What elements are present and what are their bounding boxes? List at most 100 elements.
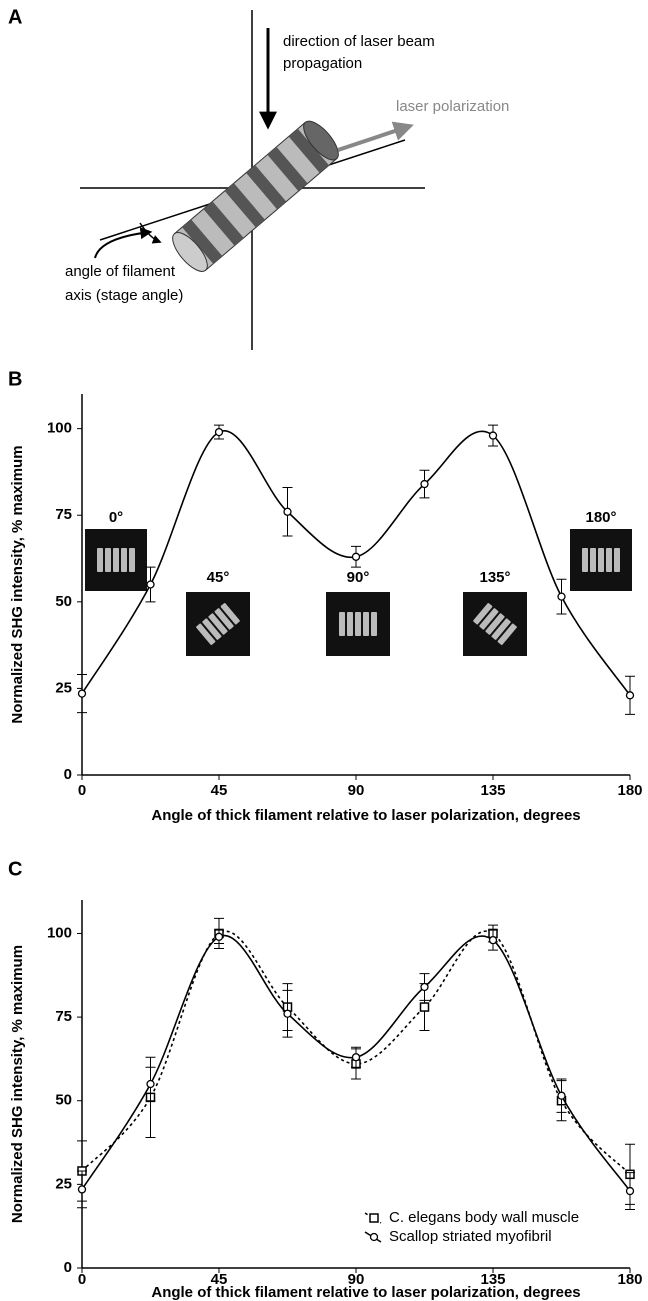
x-tick-label: 135 [480, 1271, 505, 1288]
inset-bands [339, 612, 377, 636]
legend-marker [369, 1232, 379, 1242]
data-point [214, 427, 224, 437]
inset-band [214, 608, 234, 630]
y-axis-title: Normalized SHG intensity, % maximum [9, 445, 26, 723]
inset-image [186, 592, 250, 656]
y-tick-label: 25 [55, 1175, 72, 1192]
data-point [488, 431, 498, 440]
legend-marker [369, 1213, 379, 1223]
inset-band [105, 548, 111, 572]
y-tick-label: 100 [47, 420, 72, 437]
y-tick-label: 0 [64, 1259, 72, 1276]
inset-band [355, 612, 361, 636]
inset-band [485, 613, 505, 635]
inset-band [491, 618, 511, 640]
inset-band [614, 548, 620, 572]
annotation: 0° [109, 509, 123, 526]
inset-band [473, 603, 493, 625]
y-tick-label: 50 [55, 1092, 72, 1109]
inset-band [129, 548, 135, 572]
data-point [214, 932, 224, 941]
data-point [351, 1053, 361, 1062]
data-point [283, 1009, 292, 1018]
y-tick-label: 25 [55, 679, 72, 696]
inset-band [590, 548, 596, 572]
inset-band [347, 612, 353, 636]
inset-image [570, 529, 632, 591]
polarization-label: laser polarization [396, 98, 509, 115]
filament [172, 120, 339, 272]
inset-band [363, 612, 369, 636]
inset-band [497, 623, 517, 645]
inset-band [371, 612, 377, 636]
x-tick-label: 180 [617, 1271, 642, 1288]
inset-band [220, 603, 240, 625]
angle-label: axis (stage angle) [65, 287, 183, 304]
data-point [625, 1186, 635, 1196]
inset-band [598, 548, 604, 572]
inset-bands [196, 603, 240, 645]
x-tick-label: 0 [78, 782, 86, 799]
inset-bands [582, 548, 620, 572]
data-point [557, 592, 566, 601]
y-tick-label: 50 [55, 593, 72, 610]
data-point [419, 1002, 430, 1012]
beam-label: propagation [283, 55, 362, 72]
inset-image [85, 529, 147, 591]
beam-label: direction of laser beam [283, 33, 435, 50]
annotation: 45° [207, 569, 230, 586]
x-axis-title: Angle of thick filament relative to lase… [151, 807, 580, 824]
angle-label: angle of filament [65, 263, 176, 280]
data-point [557, 1091, 566, 1100]
inset-band [202, 618, 222, 640]
y-axis-title: Normalized SHG intensity, % maximum [9, 945, 26, 1223]
x-axis-title: Angle of thick filament relative to lase… [151, 1284, 580, 1301]
data-point [420, 982, 429, 992]
data-point [146, 580, 155, 589]
inset-band [121, 548, 127, 572]
x-tick-label: 90 [348, 1271, 365, 1288]
data-point [488, 935, 498, 945]
inset-image [326, 592, 390, 656]
diagram: direction of laser beam propagation lase… [65, 10, 509, 350]
inset-band [606, 548, 612, 572]
x-tick-label: 180 [617, 782, 642, 799]
panel-label: C [8, 858, 22, 880]
inset-band [339, 612, 345, 636]
inset-bands [97, 548, 135, 572]
legend-label: Scallop striated myofibril [389, 1228, 552, 1245]
x-tick-label: 135 [480, 782, 505, 799]
legend-label: C. elegans body wall muscle [389, 1209, 579, 1226]
inset-image [463, 592, 527, 656]
y-tick-label: 75 [55, 1008, 72, 1025]
x-tick-label: 45 [211, 782, 228, 799]
data-point [77, 689, 87, 698]
annotation: 180° [585, 509, 616, 526]
data-point [420, 479, 429, 489]
angle-arrow [94, 227, 153, 259]
x-tick-label: 45 [211, 1271, 228, 1288]
y-tick-label: 0 [64, 766, 72, 783]
inset-band [196, 623, 216, 645]
data-point [283, 507, 292, 516]
data-point [146, 1079, 155, 1089]
inset-bands [473, 603, 517, 645]
inset-band [113, 548, 119, 572]
y-tick-label: 100 [47, 924, 72, 941]
inset-band [582, 548, 588, 572]
annotation: 135° [479, 569, 510, 586]
data-point [351, 552, 361, 561]
panel-label: B [8, 368, 22, 390]
angle-arc [139, 222, 162, 244]
x-tick-label: 90 [348, 782, 365, 799]
inset-band [208, 613, 228, 635]
series-line [81, 930, 631, 1175]
data-point [77, 1185, 87, 1194]
inset-band [479, 608, 499, 630]
x-tick-label: 0 [78, 1271, 86, 1288]
inset-band [97, 548, 103, 572]
annotation: 90° [347, 569, 370, 586]
polarization-arrow [337, 121, 414, 152]
data-point [625, 691, 635, 700]
y-tick-label: 75 [55, 506, 72, 523]
